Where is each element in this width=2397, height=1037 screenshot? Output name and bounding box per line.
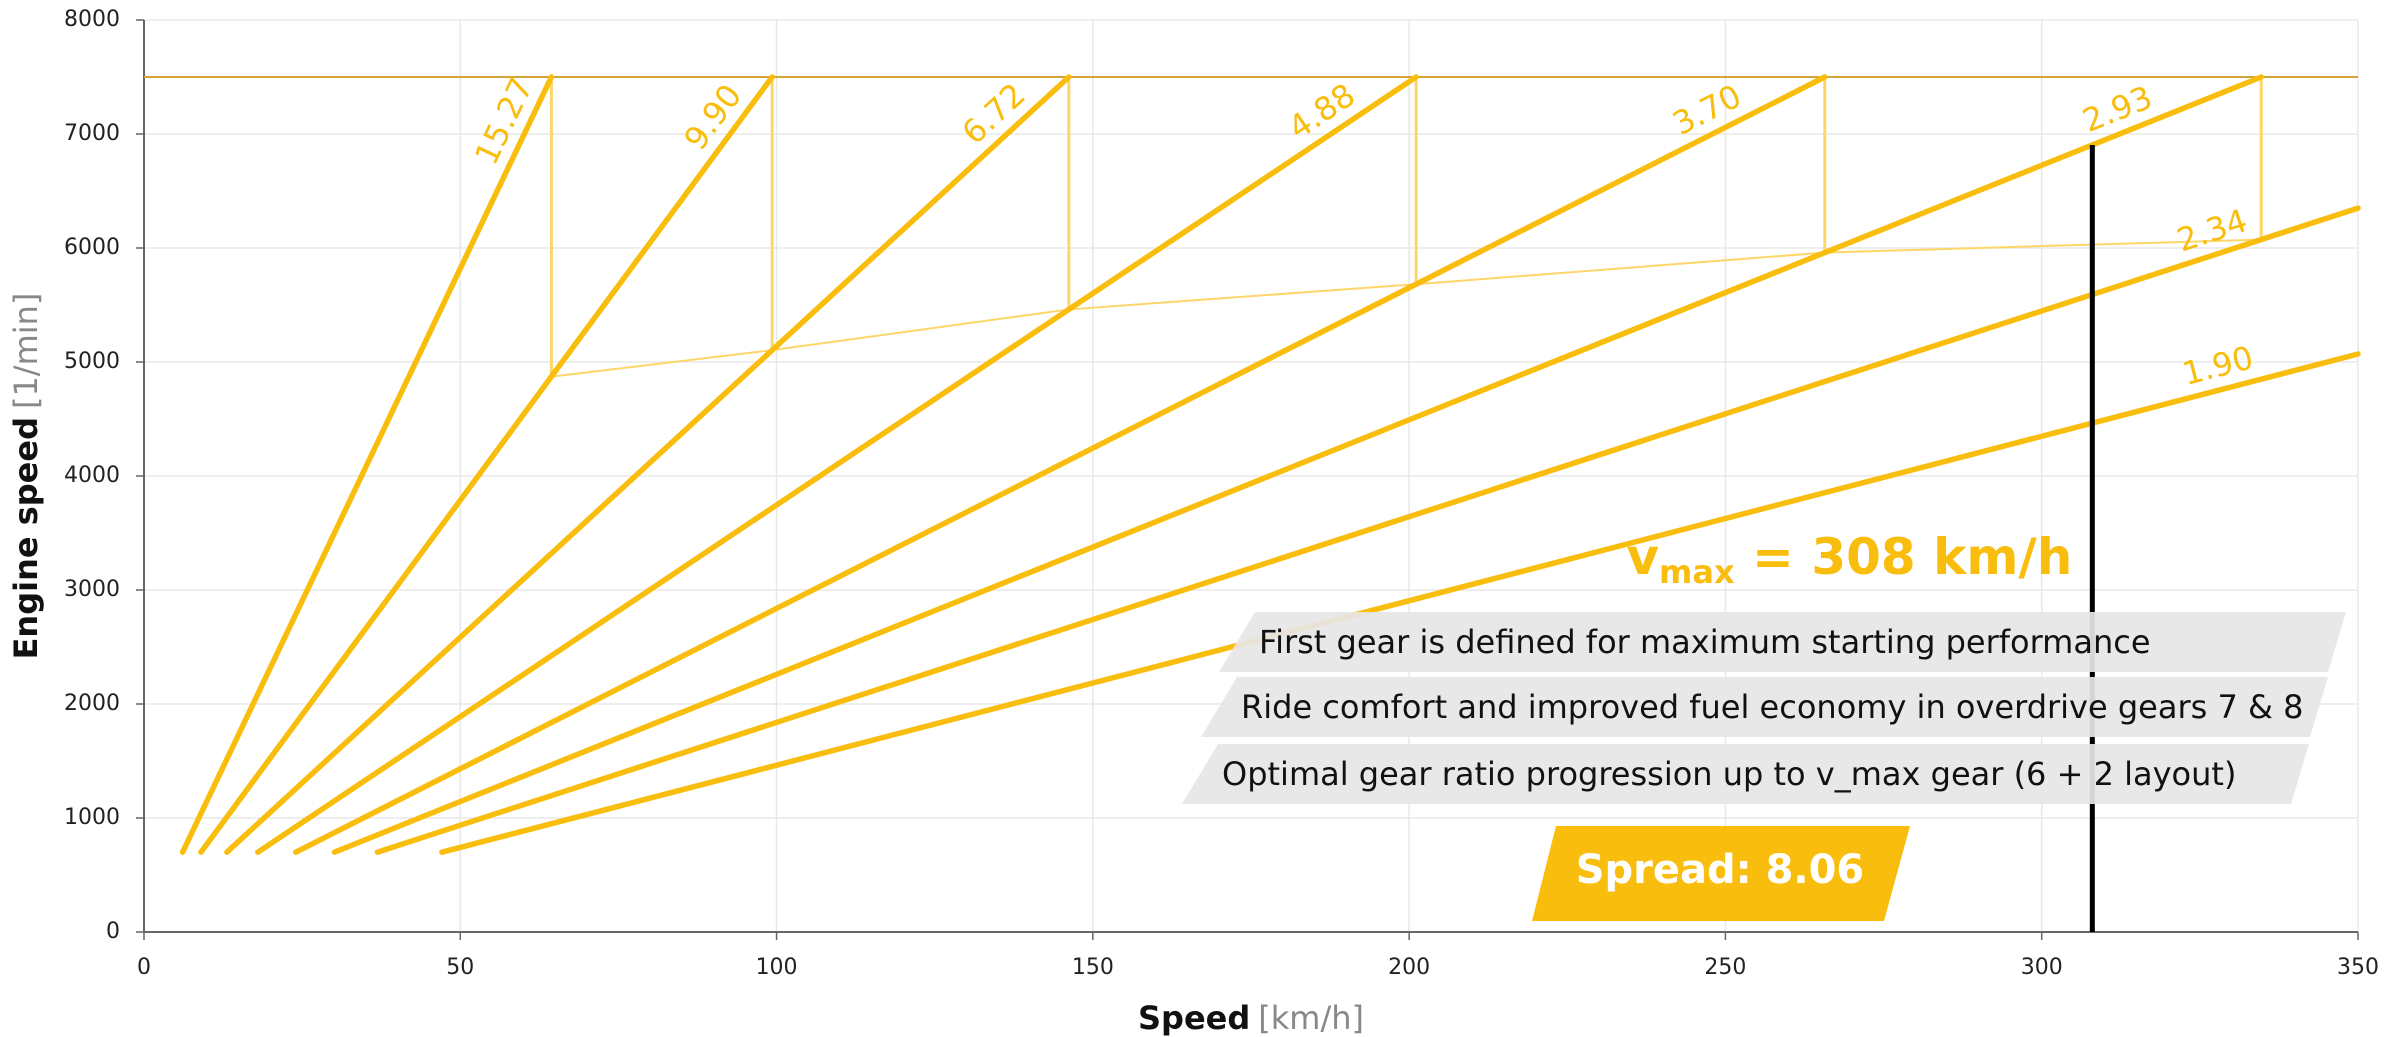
- y-tick-label: 5000: [64, 349, 120, 374]
- y-tick-label: 2000: [64, 691, 120, 716]
- gear-ratio-label: 3.70: [1666, 77, 1747, 143]
- x-tick-label: 150: [1072, 955, 1114, 980]
- gear-ratio-label: 2.34: [2172, 201, 2252, 259]
- x-tick-label: 0: [137, 955, 151, 980]
- x-tick-label: 200: [1388, 955, 1430, 980]
- gear-ratio-label: 2.93: [2077, 78, 2157, 140]
- x-axis-unit: [km/h]: [1258, 999, 1364, 1037]
- vmax-sub: max: [1659, 553, 1735, 591]
- gear-line: [293, 74, 1828, 855]
- y-tick-label: 7000: [64, 121, 120, 146]
- gear-line: [439, 351, 2361, 855]
- x-axis-label: Speed: [1138, 999, 1250, 1037]
- gear-ratio-label: 6.72: [955, 75, 1033, 151]
- y-tick-label: 0: [106, 919, 120, 944]
- shift-trace: [551, 238, 2262, 378]
- x-axis-title: Speed [km/h]: [1138, 999, 1364, 1037]
- spread-box: [1532, 826, 1910, 921]
- vmax-v: v: [1626, 528, 1659, 586]
- note-box: [1201, 677, 2328, 737]
- x-tick-label: 250: [1704, 955, 1746, 980]
- gear-line: [255, 74, 1419, 855]
- gear-ratio-label: 9.90: [676, 77, 749, 157]
- gear-line: [179, 74, 555, 855]
- gear-line: [224, 74, 1072, 855]
- x-tick-label: 100: [756, 955, 798, 980]
- y-tick-label: 4000: [64, 463, 120, 488]
- gear-ratio-label: 4.88: [1282, 76, 1362, 147]
- note-text: Optimal gear ratio progression up to v_m…: [1222, 755, 2236, 793]
- vmax-label: vmax = 308 km/h: [1626, 528, 2072, 592]
- spread-label: Spread: 8.06: [1576, 847, 1865, 893]
- gear-line: [198, 74, 775, 855]
- x-tick-label: 50: [446, 955, 474, 980]
- x-tick-label: 300: [2021, 955, 2063, 980]
- y-tick-label: 3000: [64, 577, 120, 602]
- gear-line: [331, 74, 2264, 855]
- gear-line: [374, 205, 2361, 855]
- y-tick-label: 6000: [64, 235, 120, 260]
- x-tick-label: 350: [2337, 955, 2379, 980]
- note-box: [1182, 744, 2309, 804]
- note-text: First gear is defined for maximum starti…: [1259, 623, 2151, 661]
- y-axis-unit: [1/min]: [7, 293, 45, 409]
- y-axis-title: Engine speed [1/min]: [7, 293, 45, 660]
- y-axis-label: Engine speed: [7, 417, 45, 659]
- vmax-value: = 308 km/h: [1735, 528, 2073, 586]
- note-text: Ride comfort and improved fuel economy i…: [1241, 688, 2303, 726]
- y-tick-label: 1000: [64, 805, 120, 830]
- note-box: [1219, 612, 2346, 672]
- y-tick-label: 8000: [64, 7, 120, 32]
